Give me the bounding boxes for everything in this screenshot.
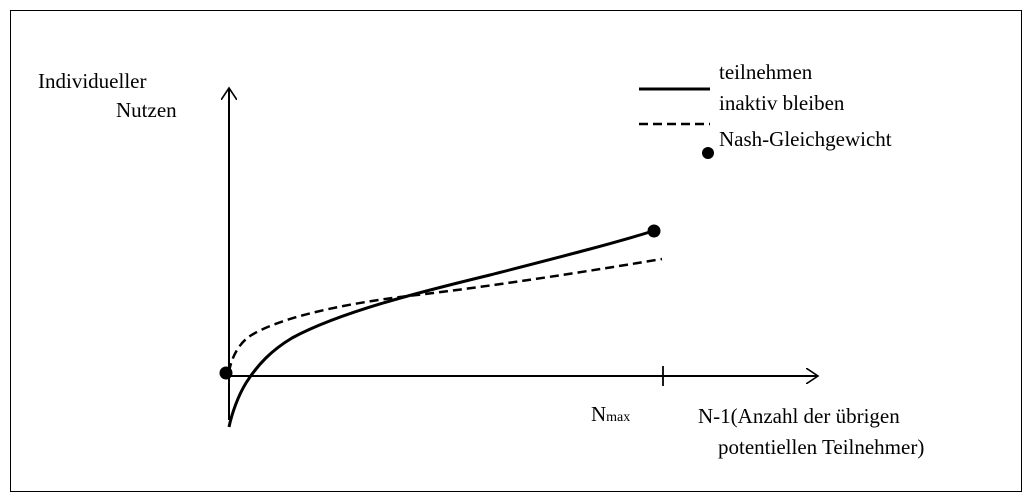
nmax-label: Nmax (591, 402, 630, 426)
legend-label-teilnehmen: teilnehmen (719, 60, 813, 84)
legend-swatch-dot (702, 147, 714, 159)
legend: teilnehmen inaktiv bleiben Nash-Gleichge… (639, 60, 892, 159)
nash-point-origin (219, 366, 233, 380)
x-axis-label-line1: N-1(Anzahl der übrigen (698, 404, 900, 428)
x-axis-label-line2: potentiellen Teilnehmer) (718, 435, 924, 459)
curve-teilnehmen (227, 229, 654, 428)
y-axis-label-line1: Individueller (38, 69, 146, 93)
y-axis-label-line2: Nutzen (116, 98, 177, 122)
legend-label-inaktiv-bleiben: inaktiv bleiben (719, 91, 845, 115)
nash-point-nmax (647, 224, 661, 238)
curve-inaktiv-bleiben (227, 257, 663, 373)
diagram-frame (10, 10, 1022, 492)
legend-label-nash-gleichgewicht: Nash-Gleichgewicht (719, 127, 892, 151)
